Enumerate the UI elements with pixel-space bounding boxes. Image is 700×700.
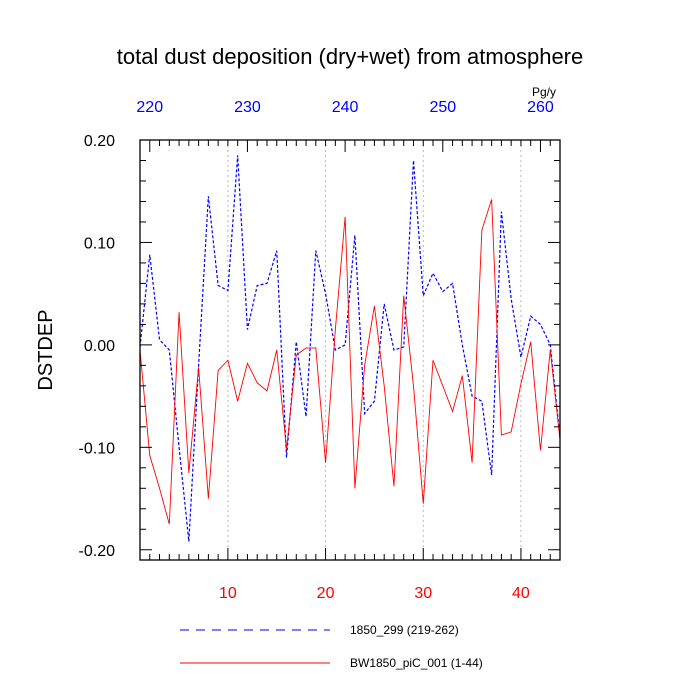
x-bottom-tick-label: 20 xyxy=(317,585,335,602)
series-line-2 xyxy=(139,199,561,525)
x-top-tick-label: 240 xyxy=(332,99,359,116)
units-label: Pg/y xyxy=(532,85,556,99)
x-bottom-tick-label: 10 xyxy=(219,585,237,602)
x-top-tick-label: 260 xyxy=(527,99,554,116)
axis-tick-labels: -0.20 -0.10 0.00 0.10 0.20 10 20 30 40 220 230 240 2… xyxy=(79,99,554,602)
plot-frame xyxy=(139,139,561,561)
series-line-1 xyxy=(139,155,561,542)
y-tick-label: 0.20 xyxy=(84,133,115,150)
y-axis-label: DSTDEP xyxy=(35,309,57,390)
x-bottom-tick-label: 40 xyxy=(512,585,530,602)
y-tick-label: 0.10 xyxy=(84,235,115,252)
x-bottom-tick-label: 30 xyxy=(414,585,432,602)
legend-label-1: 1850_299 (219-262) xyxy=(350,623,459,637)
vertical-gridlines xyxy=(227,140,522,560)
x-top-tick-label: 250 xyxy=(429,99,456,116)
x-top-tick-label: 220 xyxy=(136,99,163,116)
x-top-tick-label: 230 xyxy=(234,99,261,116)
legend: 1850_299 (219-262) BW1850_piC_001 (1-44) xyxy=(180,623,483,670)
axis-ticks xyxy=(139,139,561,560)
y-tick-label: -0.20 xyxy=(79,543,116,560)
chart-title: total dust deposition (dry+wet) from atm… xyxy=(117,44,584,69)
plot-series xyxy=(139,155,561,542)
y-tick-label: 0.00 xyxy=(84,338,115,355)
legend-label-2: BW1850_piC_001 (1-44) xyxy=(350,656,483,670)
y-tick-label: -0.10 xyxy=(79,440,116,457)
